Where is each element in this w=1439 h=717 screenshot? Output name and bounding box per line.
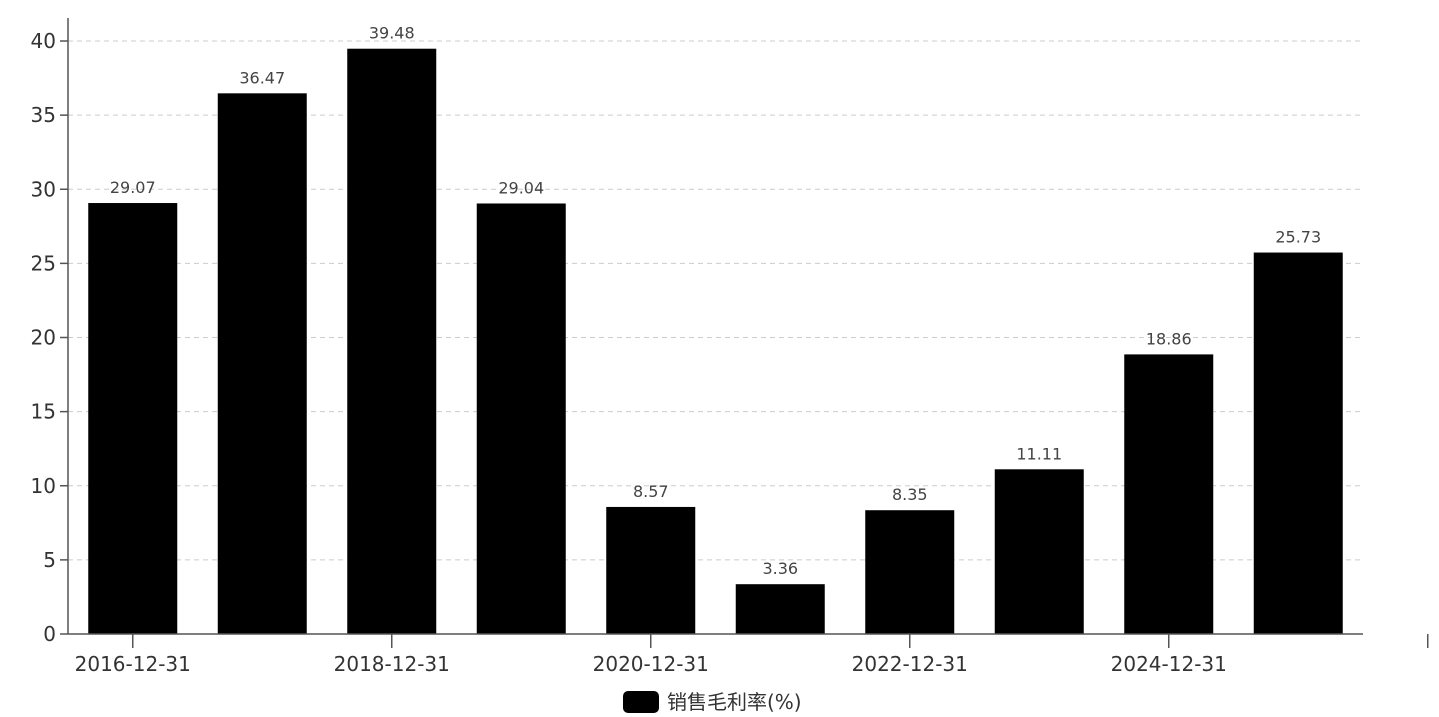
data-label: 8.57 [633, 482, 669, 501]
data-label: 11.11 [1016, 444, 1062, 463]
data-label: 18.86 [1146, 329, 1192, 348]
y-tick-label: 35 [31, 103, 56, 127]
legend-label: 销售毛利率(%) [667, 690, 802, 714]
y-tick-label: 15 [31, 400, 56, 424]
data-label: 29.07 [110, 178, 156, 197]
bar-2017-12-31[interactable] [217, 93, 307, 634]
legend[interactable]: 销售毛利率(%) [623, 690, 802, 714]
y-tick-label: 30 [31, 177, 56, 201]
bar-2020-12-31[interactable] [606, 506, 696, 634]
data-label: 8.35 [892, 485, 928, 504]
axes: 0 5 10 15 20 25 30 35 40 2016-12-31 2018-12-31 2020… [31, 18, 1429, 676]
y-tick-label: 10 [31, 474, 56, 498]
y-tick-label: 40 [31, 29, 56, 53]
bar-2022-12-31[interactable] [865, 510, 955, 634]
x-tick-label: 2024-12-31 [1111, 652, 1227, 676]
bar-2016-12-31[interactable] [88, 203, 178, 635]
bars [88, 48, 1343, 635]
data-labels: 29.07 36.47 39.48 29.04 8.57 3.36 8.35 11.11 18.… [110, 24, 1321, 578]
bar-2023-12-31[interactable] [994, 469, 1084, 634]
bar-2018-12-31[interactable] [347, 48, 437, 635]
y-tick-label: 25 [31, 251, 56, 275]
data-label: 29.04 [498, 178, 544, 197]
legend-swatch-icon [623, 691, 659, 713]
y-tick-label: 20 [31, 326, 56, 350]
data-label: 36.47 [239, 68, 285, 87]
data-label: 3.36 [762, 559, 798, 578]
data-label: 25.73 [1275, 228, 1321, 247]
bar-2021-12-31[interactable] [735, 584, 825, 634]
bar-2019-12-31[interactable] [476, 203, 566, 634]
x-tick-label: 2016-12-31 [75, 652, 191, 676]
bar-2025-12-31[interactable] [1253, 252, 1343, 635]
x-tick-label: 2022-12-31 [852, 652, 968, 676]
y-tick-label: 0 [43, 622, 56, 646]
x-tick-label: 2020-12-31 [593, 652, 709, 676]
x-tick-label: 2018-12-31 [334, 652, 450, 676]
data-label: 39.48 [369, 24, 415, 43]
bar-2024-12-31[interactable] [1124, 354, 1214, 634]
y-tick-label: 5 [43, 548, 56, 572]
